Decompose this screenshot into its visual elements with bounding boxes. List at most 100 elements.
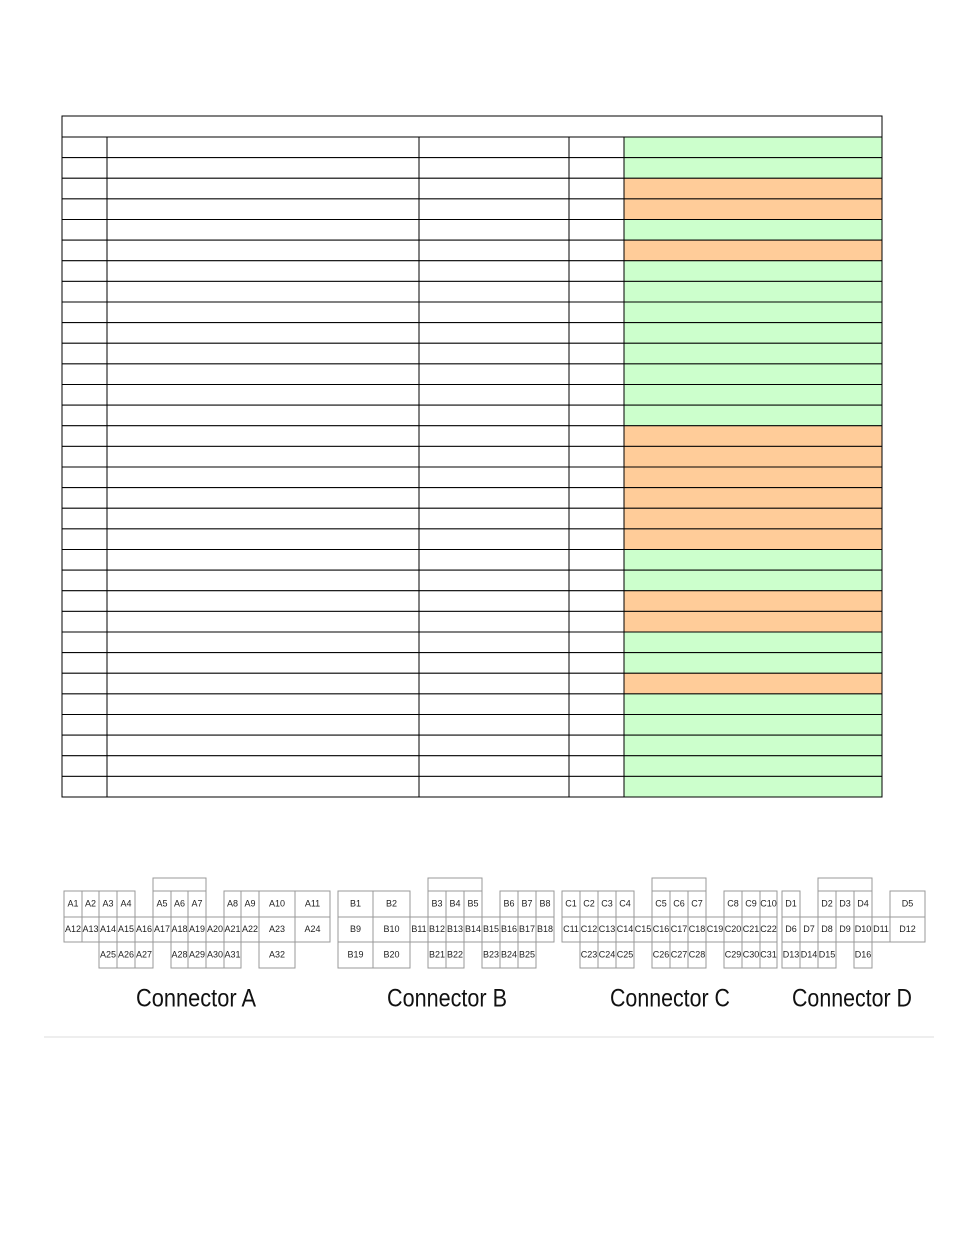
table-cell (106, 610, 420, 633)
pin-label: C28 (689, 949, 706, 959)
connector-name: Connector A (136, 985, 256, 1013)
pin-label: C6 (673, 898, 685, 908)
table-cell (418, 693, 570, 715)
pin-cell (294, 916, 331, 943)
pin-label: A16 (136, 924, 152, 934)
pin-label: C24 (599, 949, 616, 959)
pin-label: A14 (100, 924, 116, 934)
pin-label: C16 (653, 924, 670, 934)
pin-label: A18 (171, 924, 187, 934)
pin-label: B2 (386, 898, 397, 908)
table-cell (106, 590, 420, 612)
table-cell (61, 569, 108, 592)
table-cell (418, 528, 570, 550)
table-cell (418, 260, 570, 282)
table-cell (623, 239, 883, 262)
table-cell (418, 631, 570, 654)
table-cell (623, 487, 883, 509)
table-cell (106, 404, 420, 427)
table-cell (106, 487, 420, 509)
table-cell (623, 322, 883, 344)
table-cell (418, 610, 570, 633)
table-cell (568, 425, 625, 447)
table-cell (568, 404, 625, 427)
pin-label: C2 (583, 898, 595, 908)
table-cell (568, 239, 625, 262)
table-cell (61, 755, 108, 777)
table-cell (418, 219, 570, 241)
table-cell (623, 507, 883, 530)
table-cell (106, 177, 420, 200)
table-cell (568, 322, 625, 344)
table-cell (61, 714, 108, 736)
table-cell (106, 260, 420, 282)
pin-cell (337, 890, 374, 918)
pin-label: A15 (118, 924, 134, 934)
table-cell (623, 631, 883, 654)
pin-label: B25 (519, 949, 535, 959)
table-cell (61, 652, 108, 674)
table-cell (106, 425, 420, 447)
table-cell (568, 590, 625, 612)
table-cell (623, 198, 883, 220)
pin-label: D10 (855, 924, 872, 934)
pin-cell (445, 941, 465, 969)
table-cell (623, 466, 883, 489)
table-cell (106, 445, 420, 468)
table-cell (568, 528, 625, 550)
table-cell (568, 610, 625, 633)
table-cell (623, 590, 883, 612)
table-cell (568, 198, 625, 220)
table-cell (623, 693, 883, 715)
table-cell (106, 219, 420, 241)
table-cell (568, 507, 625, 530)
pin-cell (372, 916, 411, 943)
table-cell (568, 652, 625, 674)
table-cell (568, 136, 625, 159)
pin-cell (817, 941, 837, 969)
table-cell (623, 301, 883, 324)
table-cell (623, 157, 883, 179)
table-cell (61, 363, 108, 385)
table-cell (623, 652, 883, 674)
pin-label: A12 (65, 924, 81, 934)
pin-label: C20 (725, 924, 742, 934)
pin-label: C17 (671, 924, 688, 934)
pin-cell (134, 941, 154, 969)
table-cell (106, 734, 420, 757)
pin-label: A25 (100, 949, 116, 959)
pin-label: A5 (156, 898, 167, 908)
pin-label: D1 (785, 898, 797, 908)
pin-label: C3 (601, 898, 613, 908)
table-cell (568, 157, 625, 179)
table-cell (623, 384, 883, 406)
table-cell (61, 157, 108, 179)
table-cell (61, 301, 108, 324)
table-cell (568, 631, 625, 654)
table-cell (568, 363, 625, 385)
table-cell (61, 507, 108, 530)
table-cell (418, 322, 570, 344)
table-cell (623, 404, 883, 427)
table-cell (623, 569, 883, 592)
table-cell (568, 549, 625, 571)
pin-label: C29 (725, 949, 742, 959)
table-cell (61, 384, 108, 406)
table-cell (106, 466, 420, 489)
pin-label: D7 (803, 924, 815, 934)
pin-label: A17 (154, 924, 170, 934)
pin-label: C21 (743, 924, 760, 934)
table-cell (106, 569, 420, 592)
pin-label: D16 (855, 949, 872, 959)
table-cell (106, 136, 420, 159)
table-cell (418, 198, 570, 220)
connector-name: Connector D (792, 985, 912, 1013)
pin-label: D5 (902, 898, 914, 908)
table-cell (106, 672, 420, 695)
pin-label: A28 (171, 949, 187, 959)
table-cell (623, 610, 883, 633)
pin-label: B10 (383, 924, 399, 934)
pin-label: A9 (244, 898, 255, 908)
table-cell (106, 775, 420, 798)
table-cell (568, 672, 625, 695)
